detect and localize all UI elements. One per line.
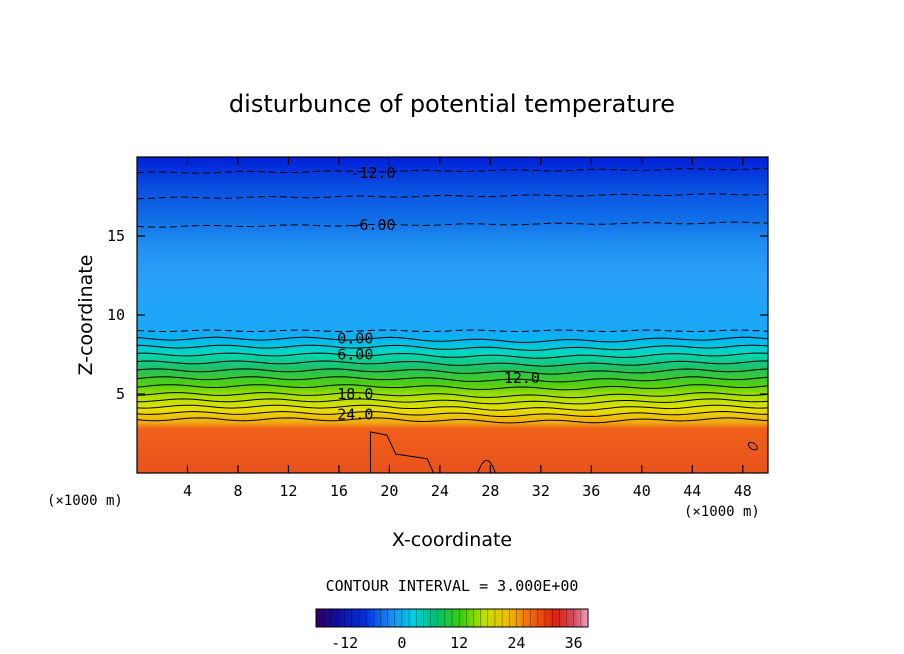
- x-tick-label: 40: [633, 482, 651, 500]
- contour-label: 18.0: [337, 385, 373, 403]
- contour-line: [137, 376, 768, 383]
- contour-labels: -12.0 -6.00 0.006.00 12.0 18.0 24.0: [337, 164, 540, 424]
- y-axis-label: Z-coordinate: [75, 255, 97, 376]
- x-axis-label: X-coordinate: [392, 529, 512, 551]
- contour-label: -12.0: [350, 164, 395, 182]
- contour-line: [137, 404, 768, 411]
- contour-line: [137, 384, 768, 391]
- x-tick-label: 32: [532, 482, 550, 500]
- colorbar: -12 0 12 24 36: [315, 608, 589, 652]
- y-tick-label: 15: [107, 227, 125, 245]
- y-tick-label: 10: [107, 306, 125, 324]
- x-tick-label: 16: [330, 482, 348, 500]
- contour-line: [137, 336, 768, 343]
- x-tick-label: 36: [582, 482, 600, 500]
- x-axis-units-left: (×1000 m): [47, 493, 123, 509]
- x-axis: 4 8 12 16 20 24 28 32 36 40 44 48: [183, 157, 752, 500]
- x-tick-label: 8: [233, 482, 242, 500]
- x-tick-label: 24: [431, 482, 449, 500]
- contour-label: 0.00: [337, 330, 373, 348]
- contour-label: 6.00: [337, 346, 373, 364]
- contour-line: [137, 392, 768, 399]
- contour-label: -6.00: [350, 216, 395, 234]
- contour-line: [137, 398, 768, 405]
- colorbar-ticks: -12 0 12 24 36: [315, 609, 589, 652]
- contour-line: [137, 221, 768, 228]
- colorbar-tick-label: 24: [507, 634, 525, 652]
- x-tick-label: 12: [279, 482, 297, 500]
- contour-line: [137, 329, 768, 332]
- contour-label: 12.0: [504, 369, 540, 387]
- y-tick-label: 5: [116, 385, 125, 403]
- contour-line: [477, 459, 496, 473]
- contour-line: [137, 368, 768, 375]
- plot-area: -12.0 -6.00 0.006.00 12.0 18.0 24.0: [136, 156, 769, 474]
- contour-line: [137, 360, 768, 367]
- contour-lines: [137, 167, 768, 473]
- contour-line: [747, 441, 758, 451]
- contour-line: [137, 410, 768, 418]
- contour-line: [137, 167, 768, 174]
- x-tick-label: 20: [380, 482, 398, 500]
- contour-line: [369, 431, 435, 473]
- contour-line: [137, 344, 768, 351]
- colorbar-tick-label: 12: [450, 634, 468, 652]
- colorbar-tick-label: -12: [331, 634, 358, 652]
- chart-title: disturbunce of potential temperature: [229, 90, 675, 118]
- x-tick-label: 44: [683, 482, 701, 500]
- contour-line: [137, 417, 768, 424]
- contour-interval-text: CONTOUR INTERVAL = 3.000E+00: [326, 577, 579, 595]
- contour-line: [137, 352, 768, 359]
- plot-fill: [137, 157, 768, 473]
- x-tick-label: 48: [734, 482, 752, 500]
- colorbar-tick-label: 36: [565, 634, 583, 652]
- y-axis: 5 10 15: [107, 227, 768, 403]
- x-tick-label: 28: [481, 482, 499, 500]
- contour-line: [137, 193, 768, 200]
- x-tick-label: 4: [183, 482, 192, 500]
- contour-label: 24.0: [337, 406, 373, 424]
- x-axis-units-right: (×1000 m): [684, 504, 760, 520]
- colorbar-tick-label: 0: [397, 634, 406, 652]
